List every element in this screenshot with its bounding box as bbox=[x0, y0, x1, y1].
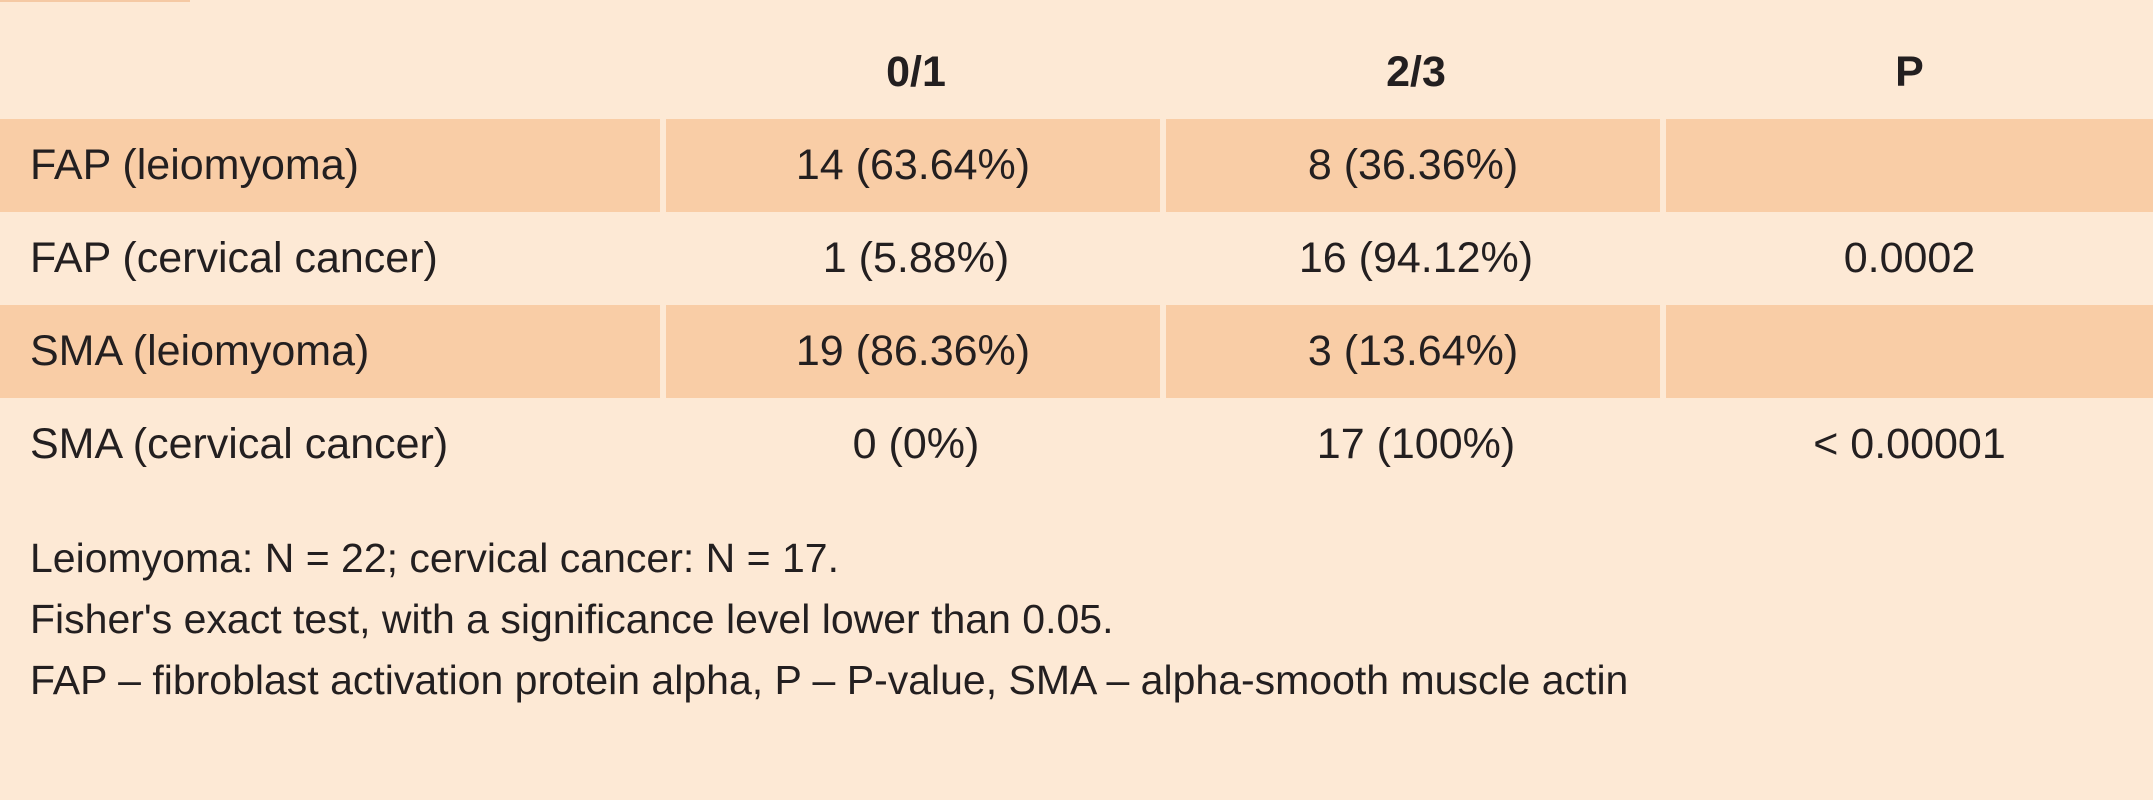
cell-score-0-1: 0 (0%) bbox=[852, 420, 980, 468]
row-label: SMA (cervical cancer) bbox=[30, 420, 449, 468]
cell-p-value: 0.0002 bbox=[1843, 234, 1976, 282]
row-label: FAP (leiomyoma) bbox=[0, 119, 666, 212]
table-row: FAP (cervical cancer) 1 (5.88%) 16 (94.1… bbox=[0, 212, 2153, 305]
footnote-sample-size: Leiomyoma: N = 22; cervical cancer: N = … bbox=[30, 535, 839, 581]
header-cell-score-2-3: 2/3 bbox=[1386, 48, 1446, 96]
cell-p-value bbox=[1666, 119, 2153, 212]
cell-score-2-3: 16 (94.12%) bbox=[1298, 234, 1534, 282]
cell-score-0-1: 14 (63.64%) bbox=[666, 119, 1166, 212]
table-footnotes: Leiomyoma: N = 22; cervical cancer: N = … bbox=[30, 528, 1628, 711]
table-row: SMA (cervical cancer) 0 (0%) 17 (100%) <… bbox=[0, 398, 2153, 491]
header-cell-score-0-1: 0/1 bbox=[886, 48, 946, 96]
cell-score-2-3: 8 (36.36%) bbox=[1166, 119, 1666, 212]
results-table: 0/1 2/3 P FAP (leiomyoma) 14 (63.64%) 8 … bbox=[0, 26, 2153, 491]
table-row: SMA (leiomyoma) 19 (86.36%) 3 (13.64%) bbox=[0, 305, 2153, 398]
cell-score-2-3: 3 (13.64%) bbox=[1166, 305, 1666, 398]
cell-p-value: < 0.00001 bbox=[1813, 420, 2006, 468]
header-row: 0/1 2/3 P bbox=[0, 26, 2153, 119]
footnote-abbreviations: FAP – fibroblast activation protein alph… bbox=[30, 657, 1629, 703]
cell-p-value bbox=[1666, 305, 2153, 398]
cell-score-2-3: 17 (100%) bbox=[1316, 420, 1516, 468]
header-cell-label bbox=[0, 26, 666, 119]
row-label: SMA (leiomyoma) bbox=[0, 305, 666, 398]
row-label: FAP (cervical cancer) bbox=[30, 234, 438, 282]
top-rule bbox=[0, 0, 2153, 26]
footnote-statistical-test: Fisher's exact test, with a significance… bbox=[30, 596, 1114, 642]
cell-score-0-1: 19 (86.36%) bbox=[666, 305, 1166, 398]
cell-score-0-1: 1 (5.88%) bbox=[822, 234, 1010, 282]
header-cell-p-value: P bbox=[1895, 48, 1924, 96]
table-row: FAP (leiomyoma) 14 (63.64%) 8 (36.36%) bbox=[0, 119, 2153, 212]
